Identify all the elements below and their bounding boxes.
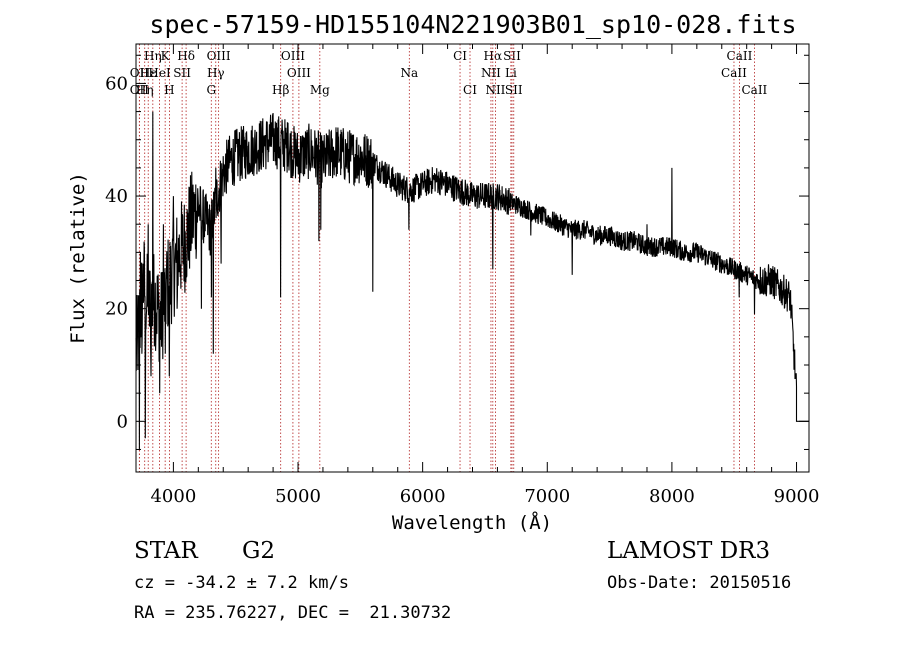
spectrum-chart: spec-57159-HD155104N221903B01_sp10-028.f… bbox=[67, 10, 819, 534]
x-axis-ticks: 4000 5000 6000 7000 8000 9000 bbox=[150, 44, 819, 507]
line-label: G bbox=[206, 83, 216, 97]
line-label: HeI bbox=[148, 66, 171, 80]
y-tick-label: 0 bbox=[117, 411, 128, 432]
x-axis-label: Wavelength (Å) bbox=[392, 511, 552, 534]
line-label: CaII bbox=[721, 66, 747, 80]
line-label: Hδ bbox=[177, 49, 195, 63]
observation-date: Obs-Date: 20150516 bbox=[607, 573, 792, 593]
line-label: Hη bbox=[136, 83, 154, 97]
line-label: Hε bbox=[140, 66, 157, 80]
line-label: Hγ bbox=[207, 66, 225, 80]
y-axis-ticks: 0 20 40 60 bbox=[105, 54, 809, 450]
x-tick-label: 4000 bbox=[150, 486, 196, 507]
object-class: STAR bbox=[134, 538, 198, 564]
line-label: CI bbox=[453, 49, 467, 63]
line-label: NII bbox=[481, 66, 501, 80]
line-label: Hα bbox=[484, 49, 503, 63]
y-tick-label: 20 bbox=[105, 299, 128, 320]
y-tick-label: 60 bbox=[105, 73, 128, 94]
line-label: CaII bbox=[727, 49, 753, 63]
line-label: CaII bbox=[741, 83, 767, 97]
line-label: OIII bbox=[281, 49, 305, 63]
x-tick-label: 9000 bbox=[774, 486, 820, 507]
line-label: H bbox=[164, 83, 174, 97]
y-axis-label: Flux (relative) bbox=[67, 172, 89, 344]
line-label: NII bbox=[485, 83, 505, 97]
redshift-readout: cz = -34.2 ± 7.2 km/s bbox=[134, 573, 349, 593]
line-label: SII bbox=[173, 66, 191, 80]
line-label: Hβ bbox=[272, 83, 289, 97]
line-label: Li bbox=[505, 66, 517, 80]
x-tick-label: 7000 bbox=[524, 486, 570, 507]
x-tick-label: 6000 bbox=[400, 486, 446, 507]
coordinates-readout: RA = 235.76227, DEC = 21.30732 bbox=[134, 603, 452, 623]
line-label: SII bbox=[503, 49, 521, 63]
line-label: SII bbox=[505, 83, 523, 97]
line-label: Hη bbox=[144, 49, 162, 63]
line-label: Na bbox=[400, 66, 418, 80]
line-label: OIII bbox=[287, 66, 311, 80]
object-subclass: G2 bbox=[242, 538, 276, 564]
line-label: Mg bbox=[310, 83, 330, 97]
y-tick-label: 40 bbox=[105, 186, 128, 207]
x-tick-label: 8000 bbox=[649, 486, 695, 507]
line-label: CI bbox=[463, 83, 477, 97]
spectrum-line bbox=[135, 111, 809, 450]
chart-title: spec-57159-HD155104N221903B01_sp10-028.f… bbox=[149, 10, 796, 39]
line-label: OIII bbox=[207, 49, 231, 63]
survey-name: LAMOST DR3 bbox=[607, 538, 771, 564]
line-label: K bbox=[161, 49, 171, 63]
x-tick-label: 5000 bbox=[275, 486, 321, 507]
